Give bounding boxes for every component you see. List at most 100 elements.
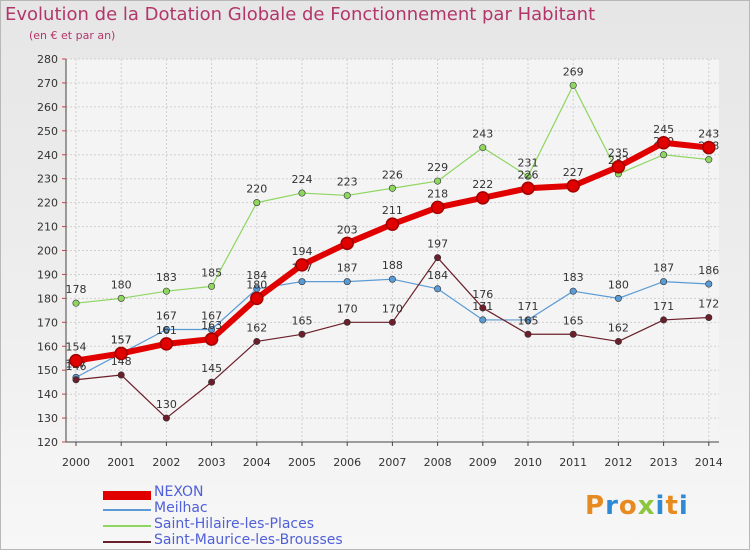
data-label-nexon: 227 (563, 166, 584, 179)
x-tick-label: 2007 (378, 456, 406, 469)
data-label-meilhac: 167 (156, 309, 177, 322)
x-tick-label: 2002 (152, 456, 180, 469)
data-point-saint-maurice-les-brousses (117, 371, 125, 379)
x-tick-label: 2009 (469, 456, 497, 469)
data-label-meilhac: 187 (337, 262, 358, 275)
y-tick-label: 140 (37, 388, 58, 401)
data-label-saint-maurice-les-brousses: 170 (337, 302, 358, 315)
y-tick-label: 190 (37, 268, 58, 281)
y-tick-label: 220 (37, 197, 58, 210)
chart-subtitle: (en € et par an) (29, 29, 116, 42)
data-label-saint-hilaire-les-places: 226 (382, 168, 403, 181)
legend-swatch-saint-maurice (103, 541, 151, 543)
data-label-meilhac: 184 (427, 269, 448, 282)
y-tick-label: 200 (37, 245, 58, 258)
y-tick-label: 160 (37, 340, 58, 353)
data-point-nexon (702, 140, 716, 155)
data-point-meilhac (660, 278, 668, 286)
y-tick-label: 270 (37, 77, 58, 90)
data-point-saint-maurice-les-brousses (343, 318, 351, 326)
data-label-saint-hilaire-les-places: 224 (292, 173, 313, 186)
data-point-saint-hilaire-les-places (569, 81, 577, 89)
data-label-meilhac: 171 (518, 300, 539, 313)
data-point-saint-hilaire-les-places (343, 191, 351, 199)
data-point-saint-hilaire-les-places (298, 189, 306, 197)
y-tick-label: 180 (37, 292, 58, 305)
data-point-nexon (521, 181, 535, 196)
data-label-saint-maurice-les-brousses: 162 (246, 321, 267, 334)
data-point-meilhac (614, 294, 622, 302)
data-point-saint-hilaire-les-places (660, 151, 668, 159)
data-point-saint-maurice-les-brousses (524, 330, 532, 338)
data-point-nexon (476, 191, 490, 205)
data-point-nexon (385, 217, 400, 231)
legend-label-meilhac: Meilhac (154, 500, 208, 516)
x-tick-label: 2006 (333, 456, 361, 469)
x-tick-label: 2011 (559, 456, 587, 469)
legend-swatch-meilhac (103, 509, 151, 511)
data-label-saint-hilaire-les-places: 269 (563, 65, 584, 78)
y-tick-label: 120 (37, 436, 58, 449)
y-tick-label: 250 (37, 125, 58, 138)
data-point-saint-maurice-les-brousses (705, 314, 713, 322)
data-point-meilhac (388, 275, 396, 283)
legend-label-saint-hilaire: Saint-Hilaire-les-Places (154, 516, 315, 532)
data-label-nexon: 245 (653, 123, 674, 136)
data-label-nexon: 218 (427, 187, 448, 200)
data-label-meilhac: 186 (698, 264, 719, 277)
data-label-saint-hilaire-les-places: 185 (201, 266, 222, 279)
x-tick-label: 2012 (604, 456, 632, 469)
data-label-saint-maurice-les-brousses: 176 (472, 288, 493, 301)
data-label-nexon: 157 (111, 333, 132, 346)
data-label-saint-maurice-les-brousses: 172 (698, 298, 719, 311)
data-label-saint-maurice-les-brousses: 197 (427, 238, 448, 251)
data-label-meilhac: 183 (563, 271, 584, 284)
data-point-nexon (430, 200, 445, 215)
y-tick-label: 240 (37, 149, 58, 162)
legend-swatch-saint-hilaire (103, 525, 151, 527)
data-point-saint-hilaire-les-places (117, 294, 125, 302)
data-label-nexon: 194 (292, 245, 313, 258)
data-label-nexon: 163 (201, 319, 222, 332)
data-label-meilhac: 187 (653, 262, 674, 275)
data-label-saint-maurice-les-brousses: 145 (201, 362, 222, 375)
data-point-saint-maurice-les-brousses (388, 318, 396, 326)
proxiti-logo: Proxiti (585, 491, 689, 521)
data-point-nexon (340, 236, 354, 251)
data-point-saint-hilaire-les-places (388, 184, 396, 192)
data-point-nexon (69, 353, 83, 368)
data-label-saint-hilaire-les-places: 178 (66, 283, 87, 296)
data-point-meilhac (479, 316, 487, 324)
data-point-nexon (656, 136, 671, 150)
y-tick-label: 130 (37, 412, 58, 425)
data-label-nexon: 203 (337, 223, 358, 236)
data-label-saint-maurice-les-brousses: 165 (518, 314, 539, 327)
data-point-nexon (566, 179, 580, 193)
x-tick-label: 2003 (198, 456, 226, 469)
y-tick-label: 150 (37, 364, 58, 377)
data-point-saint-maurice-les-brousses (162, 414, 170, 422)
x-tick-label: 2004 (243, 456, 271, 469)
data-point-saint-hilaire-les-places (72, 299, 80, 307)
legend-swatch-nexon (103, 491, 151, 500)
data-point-nexon (250, 291, 264, 306)
legend-label-nexon: NEXON (154, 484, 204, 500)
data-label-saint-hilaire-les-places: 180 (111, 278, 132, 291)
data-point-nexon (159, 337, 174, 351)
x-tick-label: 2001 (107, 456, 135, 469)
data-point-saint-hilaire-les-places (253, 199, 261, 207)
data-label-saint-maurice-les-brousses: 171 (653, 300, 674, 313)
data-label-nexon: 161 (156, 324, 177, 337)
data-point-meilhac (569, 287, 577, 295)
data-point-saint-maurice-les-brousses (569, 330, 577, 338)
data-point-nexon (611, 159, 626, 174)
y-tick-label: 230 (37, 173, 58, 186)
data-point-saint-maurice-les-brousses (479, 304, 487, 312)
y-tick-label: 170 (37, 316, 58, 329)
data-label-saint-maurice-les-brousses: 130 (156, 398, 177, 411)
data-label-nexon: 154 (66, 341, 87, 354)
data-label-saint-hilaire-les-places: 183 (156, 271, 177, 284)
data-point-meilhac (705, 280, 713, 288)
data-point-meilhac (162, 325, 170, 333)
